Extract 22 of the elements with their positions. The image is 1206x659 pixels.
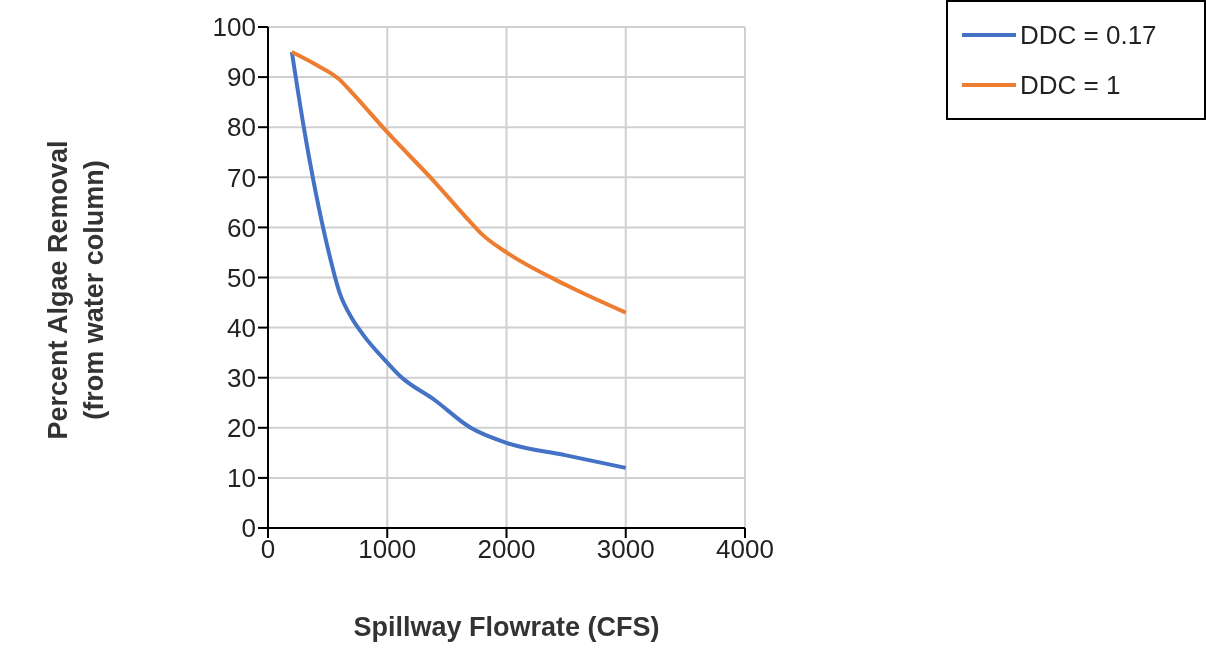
y-axis-title: Percent Algae Removal (from water column): [42, 140, 110, 440]
x-tick-label: 0: [260, 534, 276, 565]
y-tick-label: 60: [227, 212, 256, 243]
y-tick-label: 40: [227, 312, 256, 343]
y-tick-label: 80: [227, 112, 256, 143]
line-series: [289, 50, 628, 470]
legend-label: DDC = 0.17: [1020, 19, 1157, 51]
y-tick-label: 100: [212, 12, 256, 43]
legend-label: DDC = 1: [1020, 69, 1121, 101]
y-tick-label: 30: [227, 362, 256, 393]
y-tick-label: 70: [227, 162, 256, 193]
y-tick-label: 20: [227, 413, 256, 444]
x-axis-title: Spillway Flowrate (CFS): [353, 612, 660, 642]
x-tick-label: 2000: [477, 534, 536, 565]
line-series: [289, 50, 628, 315]
y-tick-label: 0: [241, 513, 256, 544]
y-tick-label: 10: [227, 463, 256, 494]
x-tick-label: 1000: [358, 534, 417, 565]
y-tick-label: 90: [227, 62, 256, 93]
x-tick-label: 3000: [596, 534, 655, 565]
y-tick-label: 50: [227, 262, 256, 293]
x-tick-label: 4000: [716, 534, 774, 565]
